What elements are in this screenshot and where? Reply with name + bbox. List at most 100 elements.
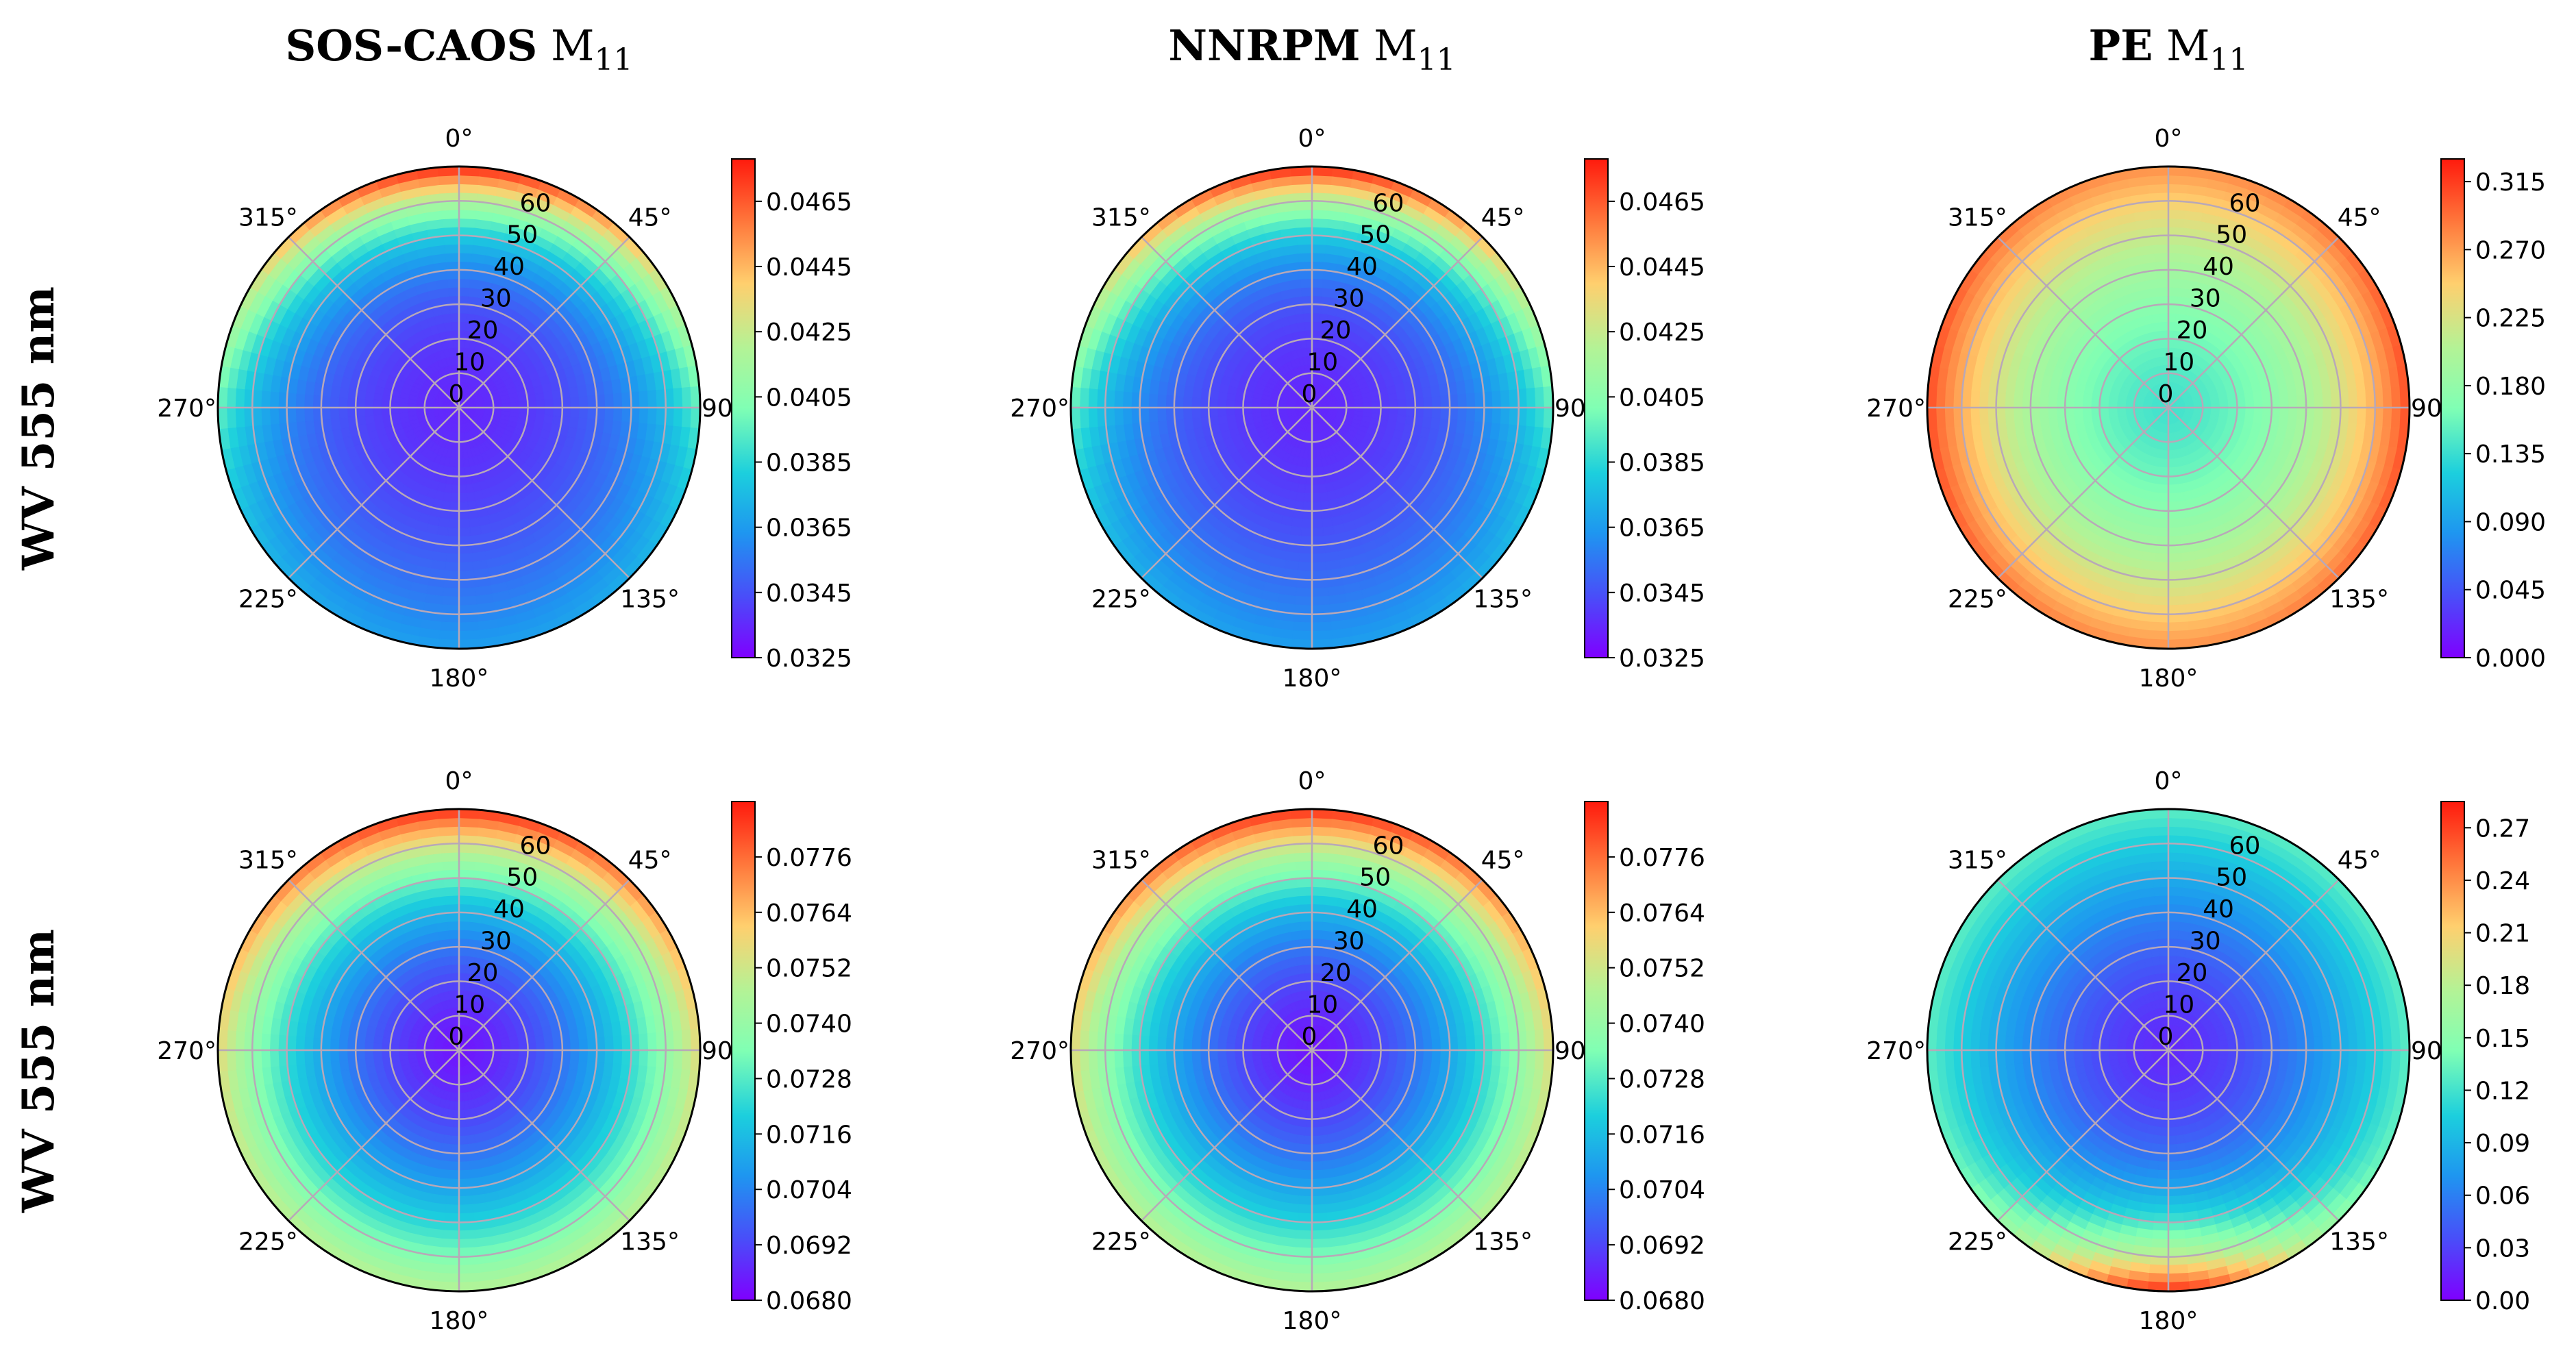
heatmap-cell xyxy=(2245,407,2255,416)
heatmap-cell xyxy=(458,286,470,297)
heatmap-cell xyxy=(329,407,340,420)
heatmap-cell xyxy=(2153,321,2162,332)
heatmap-cell xyxy=(621,392,632,408)
heatmap-cell xyxy=(1311,621,1333,632)
heatmap-cell xyxy=(1431,407,1442,420)
heatmap-cell xyxy=(1423,407,1433,419)
heatmap-cell xyxy=(1156,407,1167,422)
heatmap-cell xyxy=(458,209,477,220)
column-title-1: SOS-CAOS M11 xyxy=(286,21,633,77)
heatmap-cell xyxy=(587,407,597,421)
heatmap-cell xyxy=(442,587,460,598)
heatmap-cell xyxy=(2082,414,2093,423)
heatmap-cell xyxy=(1311,475,1320,486)
polar-panel-r1-c3: 0°45°90135°180°225°270°315°0102030405060… xyxy=(1866,125,2546,693)
heatmap-cell xyxy=(2159,493,2169,503)
heatmap-cell xyxy=(448,286,460,297)
colorbar-tick-label: 0.0425 xyxy=(766,319,852,347)
heatmap-cell xyxy=(1311,295,1322,306)
heatmap-cell xyxy=(604,393,615,408)
heatmap-cell xyxy=(1311,587,1329,598)
heatmap-cell xyxy=(2098,407,2109,414)
radial-tick-label: 20 xyxy=(1320,316,1352,345)
heatmap-cell xyxy=(1406,398,1416,408)
heatmap-cell xyxy=(458,295,469,306)
radial-tick-label: 10 xyxy=(1306,349,1338,377)
heatmap-cell xyxy=(1294,209,1313,220)
heatmap-cell xyxy=(2262,398,2272,408)
heatmap-cell xyxy=(2168,501,2178,512)
heatmap-cell xyxy=(445,544,460,555)
heatmap-cell xyxy=(1302,295,1313,306)
heatmap-cell xyxy=(304,407,314,422)
heatmap-cell xyxy=(1291,174,1313,186)
colorbar xyxy=(731,158,756,658)
heatmap-cell xyxy=(2064,398,2075,408)
heatmap-cell xyxy=(1208,398,1218,408)
heatmap-cell xyxy=(312,407,323,421)
heatmap-cell xyxy=(1372,401,1382,408)
heatmap-cell xyxy=(1387,392,1398,401)
angle-tick-label: 270° xyxy=(157,395,216,423)
heatmap-cell xyxy=(441,209,460,220)
heatmap-cell xyxy=(1295,587,1313,598)
heatmap-cell xyxy=(1234,407,1244,415)
heatmap-cell xyxy=(1311,561,1327,572)
heatmap-cell xyxy=(1534,407,1546,429)
heatmap-cell xyxy=(1534,386,1546,408)
heatmap-cell xyxy=(2168,312,2177,323)
heatmap-cell xyxy=(2168,303,2178,314)
radial-tick-label: 50 xyxy=(506,221,538,249)
heatmap-cell xyxy=(338,407,348,419)
heatmap-cell xyxy=(2168,321,2177,331)
heatmap-cell xyxy=(458,519,470,529)
heatmap-cell xyxy=(2064,407,2075,417)
heatmap-cell xyxy=(1217,399,1227,408)
heatmap-cell xyxy=(1396,390,1407,401)
radial-tick-label: 30 xyxy=(480,285,512,313)
heatmap-cell xyxy=(1465,407,1476,423)
heatmap-cell xyxy=(578,407,589,420)
heatmap-cell xyxy=(1217,414,1228,425)
heatmap-cell xyxy=(1301,519,1313,529)
heatmap-cell xyxy=(458,536,472,546)
heatmap-cell xyxy=(2168,467,2175,477)
heatmap-cell xyxy=(1294,595,1313,606)
heatmap-cell xyxy=(1148,407,1159,423)
heatmap-cell xyxy=(1087,407,1098,428)
heatmap-cell xyxy=(1311,303,1322,314)
heatmap-cell xyxy=(1301,286,1313,297)
polar-panel-r1-c2: 0°45°90135°180°225°270°315°0102030405060… xyxy=(1010,125,1705,693)
heatmap-cell xyxy=(1311,217,1329,228)
heatmap-cell xyxy=(449,303,460,314)
colorbar-tick-label: 0.0385 xyxy=(766,449,852,477)
heatmap-cell xyxy=(1311,183,1333,194)
heatmap-cell xyxy=(621,407,632,423)
heatmap-cell xyxy=(1389,407,1399,416)
angle-tick-label: 45° xyxy=(628,203,672,232)
heatmap-cell xyxy=(1397,399,1407,408)
heatmap-cell xyxy=(1465,393,1476,408)
heatmap-cell xyxy=(1165,394,1176,408)
heatmap-cell xyxy=(372,407,382,416)
heatmap-cell xyxy=(442,312,452,323)
heatmap-cell xyxy=(458,630,480,641)
heatmap-cell xyxy=(2245,399,2255,408)
heatmap-cell xyxy=(438,630,460,641)
heatmap-cell xyxy=(2160,484,2169,495)
heatmap-cell xyxy=(1191,397,1201,408)
heatmap-cell xyxy=(1526,387,1537,408)
colorbar-tick-label: 0.0365 xyxy=(766,514,852,543)
heatmap-cell xyxy=(448,519,460,529)
angle-tick-label: 90 xyxy=(702,395,733,423)
heatmap-cell xyxy=(519,401,529,408)
heatmap-cell xyxy=(438,183,460,194)
heatmap-cell xyxy=(1448,394,1459,408)
heatmap-cell xyxy=(2081,407,2092,416)
column-title-2: NNRPM M11 xyxy=(1168,21,1455,77)
heatmap-cell xyxy=(1304,484,1313,495)
heatmap-cell xyxy=(458,621,480,632)
colorbar-tick-label: 0.0405 xyxy=(766,384,852,412)
heatmap-cell xyxy=(1156,393,1167,408)
heatmap-cell xyxy=(647,407,658,425)
